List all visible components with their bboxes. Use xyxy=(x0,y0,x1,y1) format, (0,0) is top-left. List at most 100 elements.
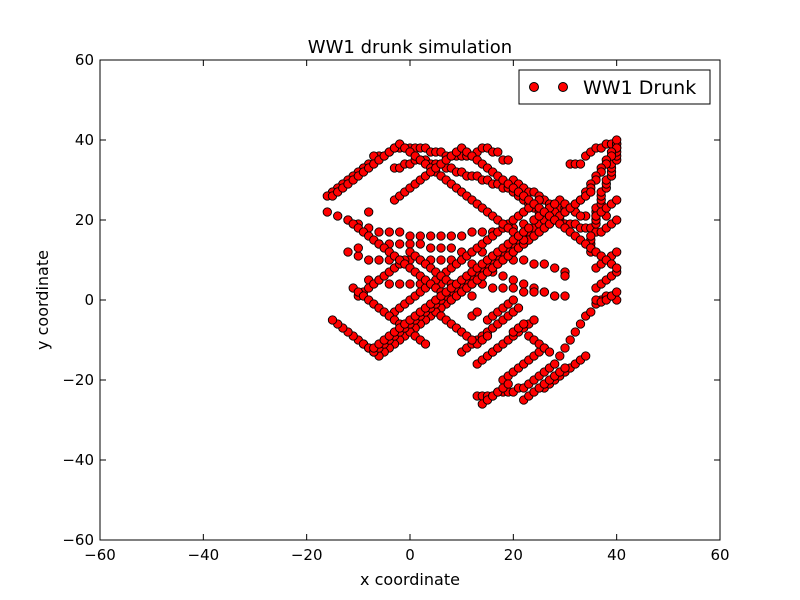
data-point xyxy=(539,287,549,297)
data-point xyxy=(415,239,425,249)
data-point xyxy=(498,271,508,281)
data-point xyxy=(353,243,363,253)
data-point xyxy=(508,283,518,293)
data-point xyxy=(322,207,332,217)
data-point xyxy=(560,343,570,353)
y-tick-label: 0 xyxy=(84,291,94,309)
data-point xyxy=(436,255,446,265)
data-point xyxy=(498,283,508,293)
data-point xyxy=(405,239,415,249)
data-point xyxy=(539,259,549,269)
data-point xyxy=(364,207,374,217)
data-point xyxy=(364,255,374,265)
data-point xyxy=(575,211,586,221)
data-point xyxy=(503,155,513,165)
data-point xyxy=(503,379,513,389)
data-point xyxy=(415,231,425,241)
data-point xyxy=(472,307,482,317)
data-point xyxy=(570,327,580,337)
data-point xyxy=(550,359,560,369)
data-point xyxy=(508,295,518,305)
data-point xyxy=(513,303,524,313)
data-point xyxy=(446,243,456,253)
data-point xyxy=(343,247,353,257)
data-point xyxy=(488,283,498,293)
x-tick-label: −40 xyxy=(188,546,220,564)
x-tick-label: 40 xyxy=(607,546,626,564)
data-point xyxy=(586,231,596,241)
y-tick-label: −20 xyxy=(62,371,94,389)
data-point xyxy=(384,227,394,237)
x-tick-label: −20 xyxy=(291,546,323,564)
y-tick-label: 20 xyxy=(75,211,94,229)
data-point xyxy=(467,335,477,345)
x-tick-label: 60 xyxy=(710,546,729,564)
data-point xyxy=(327,315,338,325)
legend-marker xyxy=(558,82,568,92)
data-point xyxy=(436,243,446,253)
y-tick-label: 40 xyxy=(75,131,94,149)
data-point xyxy=(405,231,415,241)
legend-label: WW1 Drunk xyxy=(583,77,696,99)
y-tick-label: −60 xyxy=(62,531,94,549)
data-point xyxy=(544,347,555,357)
data-point xyxy=(560,271,570,281)
data-point xyxy=(586,307,596,317)
data-point xyxy=(524,223,534,233)
data-point xyxy=(529,259,539,269)
data-point xyxy=(395,279,405,289)
data-point xyxy=(467,291,477,301)
data-point xyxy=(493,147,503,157)
data-point xyxy=(575,159,586,169)
data-point xyxy=(374,227,384,237)
data-point xyxy=(519,319,529,329)
data-point xyxy=(550,199,560,209)
data-point xyxy=(508,275,518,285)
data-point xyxy=(612,247,622,257)
data-point xyxy=(519,279,529,289)
data-point xyxy=(612,195,622,205)
data-point xyxy=(477,227,487,237)
data-point xyxy=(612,287,622,297)
data-point xyxy=(586,187,596,197)
x-tick-label: 20 xyxy=(504,546,523,564)
data-point xyxy=(519,255,529,265)
legend-marker xyxy=(529,82,539,92)
data-point xyxy=(405,279,415,289)
data-point xyxy=(467,227,477,237)
axis-ticks: −60 −40 −20 0 20 40 60 −60 −40 −20 0 20 40 60 xyxy=(62,51,729,564)
data-point xyxy=(555,351,565,361)
data-point xyxy=(457,231,467,241)
data-point xyxy=(395,239,405,249)
x-tick-label: 0 xyxy=(405,546,415,564)
x-axis-label: x coordinate xyxy=(360,570,460,589)
data-point xyxy=(436,231,446,241)
data-point xyxy=(426,243,436,253)
data-point xyxy=(575,319,586,329)
data-point xyxy=(519,287,529,297)
data-point xyxy=(426,231,436,241)
data-point xyxy=(612,135,622,145)
y-tick-label: 60 xyxy=(75,51,94,69)
legend-box xyxy=(518,69,711,105)
data-point xyxy=(482,331,493,341)
data-points xyxy=(322,135,622,409)
data-point xyxy=(374,255,384,265)
data-point xyxy=(612,215,622,225)
data-point xyxy=(446,231,456,241)
data-point xyxy=(420,339,431,349)
data-point xyxy=(550,263,560,273)
data-point xyxy=(612,263,622,273)
y-axis-label: y coordinate xyxy=(33,250,52,350)
x-tick-label: −60 xyxy=(84,546,116,564)
chart-title: WW1 drunk simulation xyxy=(308,37,512,58)
data-point xyxy=(384,279,394,289)
data-point xyxy=(333,211,343,221)
data-point xyxy=(529,315,539,325)
data-point xyxy=(560,363,570,373)
data-point xyxy=(581,351,591,361)
data-point xyxy=(565,335,575,345)
data-point xyxy=(529,287,539,297)
legend: WW1 Drunk xyxy=(518,69,711,105)
